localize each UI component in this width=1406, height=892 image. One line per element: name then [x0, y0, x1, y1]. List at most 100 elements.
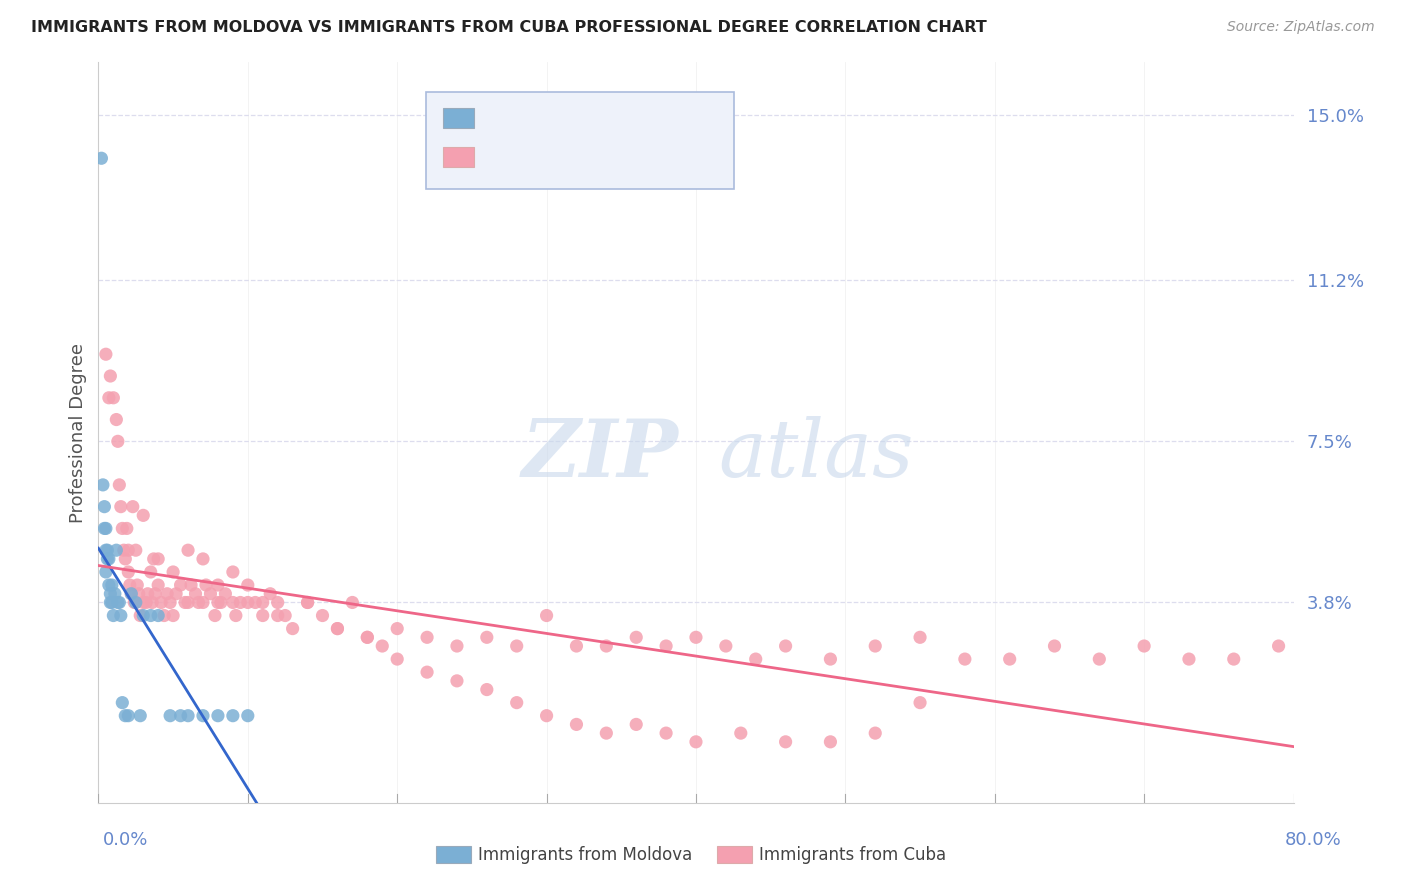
Point — [112, 543, 135, 558]
Point — [252, 595, 274, 609]
Point — [91, 478, 114, 492]
Point — [150, 595, 173, 609]
Point — [148, 552, 170, 566]
Point — [110, 608, 132, 623]
Text: R =: R = — [482, 109, 519, 127]
Point — [114, 552, 136, 566]
Point — [143, 587, 166, 601]
Point — [259, 587, 281, 601]
Point — [129, 608, 152, 623]
Point — [177, 543, 200, 558]
Point — [865, 639, 887, 653]
Point — [775, 735, 797, 749]
Point — [148, 608, 170, 623]
Point — [94, 521, 117, 535]
Point — [107, 434, 129, 449]
Point — [655, 639, 678, 653]
Point — [108, 478, 131, 492]
Point — [132, 508, 155, 523]
Point — [385, 622, 409, 636]
Point — [953, 652, 976, 666]
Point — [105, 543, 128, 558]
Text: 37: 37 — [620, 109, 641, 127]
Point — [165, 587, 187, 601]
Point — [595, 726, 617, 740]
Point — [117, 543, 139, 558]
Point — [177, 708, 200, 723]
Point — [236, 578, 259, 592]
Point — [94, 543, 117, 558]
Point — [169, 578, 191, 592]
Point — [685, 630, 707, 644]
Point — [103, 391, 125, 405]
Point — [162, 565, 184, 579]
Point — [565, 717, 588, 731]
Point — [159, 595, 181, 609]
Point — [207, 578, 229, 592]
Point — [111, 521, 134, 535]
Text: ZIP: ZIP — [522, 416, 679, 493]
Point — [120, 587, 142, 601]
Point — [111, 696, 134, 710]
Point — [274, 608, 297, 623]
Point — [117, 708, 139, 723]
Point — [90, 151, 112, 165]
Point — [222, 565, 245, 579]
Point — [200, 587, 222, 601]
Point — [1133, 639, 1156, 653]
Point — [267, 595, 290, 609]
Point — [385, 652, 409, 666]
Point — [98, 595, 122, 609]
Point — [97, 552, 120, 566]
Point — [475, 630, 498, 644]
Point — [107, 595, 129, 609]
Point — [745, 652, 768, 666]
Point — [191, 708, 214, 723]
Point — [105, 412, 128, 426]
Point — [222, 708, 245, 723]
Point — [356, 630, 378, 644]
Text: R =: R = — [482, 148, 519, 166]
Point — [267, 608, 290, 623]
Point — [148, 578, 170, 592]
Text: N =: N = — [569, 109, 617, 127]
Point — [124, 595, 146, 609]
Point — [180, 578, 202, 592]
Point — [236, 708, 259, 723]
Point — [174, 595, 197, 609]
Point — [775, 639, 797, 653]
Point — [141, 595, 163, 609]
Point — [97, 578, 120, 592]
Point — [132, 595, 155, 609]
Text: IMMIGRANTS FROM MOLDOVA VS IMMIGRANTS FROM CUBA PROFESSIONAL DEGREE CORRELATION : IMMIGRANTS FROM MOLDOVA VS IMMIGRANTS FR… — [31, 20, 987, 35]
Point — [326, 622, 349, 636]
Point — [159, 708, 181, 723]
Point — [626, 717, 648, 731]
Point — [191, 595, 214, 609]
Point — [252, 608, 274, 623]
Point — [245, 595, 267, 609]
Point — [96, 543, 118, 558]
Point — [730, 726, 752, 740]
Point — [195, 578, 218, 592]
Point — [536, 708, 558, 723]
Point — [132, 608, 155, 623]
Point — [184, 587, 207, 601]
Point — [125, 595, 148, 609]
Point — [114, 708, 136, 723]
Point — [311, 608, 333, 623]
Point — [94, 565, 117, 579]
Point — [103, 608, 125, 623]
Point — [908, 630, 931, 644]
Point — [506, 639, 529, 653]
Point — [595, 639, 617, 653]
Point — [97, 391, 120, 405]
Point — [998, 652, 1021, 666]
Text: atlas: atlas — [718, 416, 912, 493]
Point — [187, 595, 209, 609]
Point — [371, 639, 394, 653]
Point — [207, 708, 229, 723]
Point — [297, 595, 319, 609]
Point — [93, 521, 115, 535]
Text: 80.0%: 80.0% — [1285, 831, 1341, 849]
